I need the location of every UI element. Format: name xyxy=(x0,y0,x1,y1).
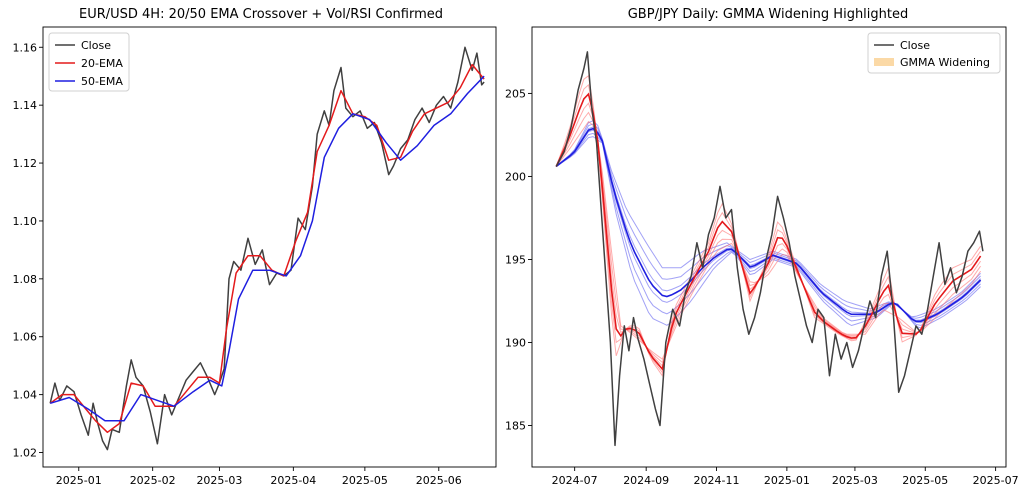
y-tick-label: 1.04 xyxy=(13,389,38,402)
y-tick-label: 1.14 xyxy=(13,99,38,112)
y-tick-label: 190 xyxy=(505,336,526,349)
y-tick-label: 1.06 xyxy=(13,331,38,344)
gbpjpy-legend-box xyxy=(867,32,1001,74)
x-tick-label: 2025-02 xyxy=(130,474,176,487)
y-tick-label: 1.02 xyxy=(13,447,38,460)
eurusd-ema50-line xyxy=(49,75,485,422)
x-tick-label: 2025-01 xyxy=(764,474,810,487)
y-tick-label: 1.08 xyxy=(13,273,38,286)
legend-label: Close xyxy=(900,39,930,52)
eurusd-close-line xyxy=(49,46,485,451)
eurusd-chart-panel: EUR/USD 4H: 20/50 EMA Crossover + Vol/RS… xyxy=(13,7,497,487)
gmma-long-line-1 xyxy=(555,136,981,329)
gmma-long-line-6 xyxy=(555,120,981,318)
x-tick-label: 2025-05 xyxy=(342,474,388,487)
gbpjpy-axis-ticks: 2024-07 2024-09 2024-11 2025-01 2025-03 2025-… xyxy=(505,87,1019,487)
y-tick-label: 185 xyxy=(505,419,526,432)
y-tick-label: 1.10 xyxy=(13,215,38,228)
gbpjpy-plot-area xyxy=(555,51,984,447)
gmma-long-line-4 xyxy=(555,126,981,321)
eurusd-ema20-line xyxy=(49,63,485,434)
x-tick-label: 2025-07 xyxy=(973,474,1019,487)
x-tick-label: 2025-03 xyxy=(196,474,242,487)
gbpjpy-legend: Close GMMA Widening xyxy=(867,32,1001,74)
legend-swatch xyxy=(874,58,894,66)
x-tick-label: 2024-09 xyxy=(623,474,669,487)
gbpjpy-chart-title: GBP/JPY Daily: GMMA Widening Highlighted xyxy=(628,7,909,22)
legend-label: 20-EMA xyxy=(81,57,123,70)
gmma-long-bold-line xyxy=(555,127,982,323)
eurusd-plot-area xyxy=(49,46,485,451)
gmma-short-line-6 xyxy=(555,74,982,377)
x-tick-label: 2025-01 xyxy=(56,474,102,487)
y-tick-label: 195 xyxy=(505,253,526,266)
eurusd-legend: Close 20-EMA 50-EMA xyxy=(48,32,130,92)
legend-label: 50-EMA xyxy=(81,75,123,88)
gmma-short-bold-line xyxy=(555,92,982,371)
eurusd-axes-frame xyxy=(42,26,497,468)
y-tick-label: 1.16 xyxy=(13,41,38,54)
x-tick-label: 2025-04 xyxy=(270,474,316,487)
eurusd-chart-title: EUR/USD 4H: 20/50 EMA Crossover + Vol/RS… xyxy=(79,7,443,22)
eurusd-legend-box xyxy=(48,32,130,92)
x-tick-label: 2025-06 xyxy=(416,474,462,487)
legend-label: Close xyxy=(81,39,111,52)
y-tick-label: 200 xyxy=(505,170,526,183)
gbpjpy-close-line xyxy=(555,51,984,447)
x-tick-label: 2025-05 xyxy=(902,474,948,487)
gbpjpy-chart-panel: GBP/JPY Daily: GMMA Widening Highlighted… xyxy=(505,7,1019,487)
y-tick-label: 1.12 xyxy=(13,157,38,170)
x-tick-label: 2024-07 xyxy=(552,474,598,487)
x-tick-label: 2025-03 xyxy=(832,474,878,487)
gbpjpy-axes-frame xyxy=(531,26,1007,468)
eurusd-axis-ticks: 2025-01 2025-02 2025-03 2025-04 2025-05 2025-… xyxy=(13,41,462,487)
x-tick-label: 2024-11 xyxy=(694,474,740,487)
y-tick-label: 205 xyxy=(505,87,526,100)
legend-label: GMMA Widening xyxy=(900,56,990,69)
